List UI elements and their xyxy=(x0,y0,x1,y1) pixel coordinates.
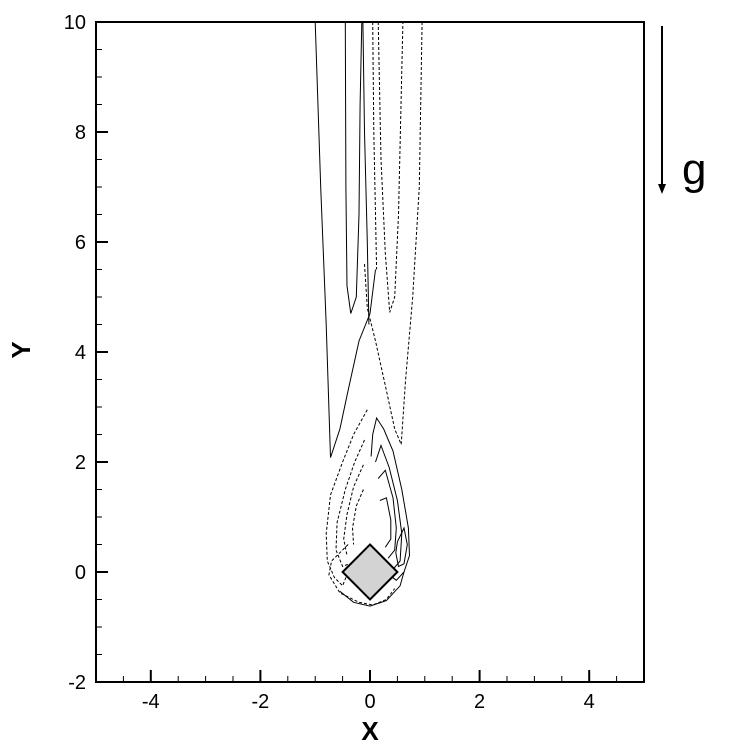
y-tick-label: -2 xyxy=(68,672,86,694)
positive-contour-12 xyxy=(375,443,403,570)
negative-contour-10 xyxy=(328,544,396,606)
y-tick-label: 10 xyxy=(64,12,86,34)
x-axis-title: X xyxy=(361,716,379,746)
negative-contour-6 xyxy=(325,409,368,587)
negative-contour-7 xyxy=(335,439,365,568)
y-tick-label: 0 xyxy=(75,562,86,584)
y-tick-label: 4 xyxy=(75,342,86,364)
gravity-label: g xyxy=(682,145,706,194)
y-tick-label: 6 xyxy=(75,232,86,254)
negative-contour-5 xyxy=(364,21,423,445)
x-tick-label: 0 xyxy=(364,691,375,713)
negative-contour-8 xyxy=(343,464,364,556)
y-axis-title: Y xyxy=(6,341,36,358)
y-tick-label: 8 xyxy=(75,122,86,144)
positive-contour-11 xyxy=(370,416,411,581)
gravity-arrow-head xyxy=(658,184,666,194)
negative-contour-4 xyxy=(377,21,404,313)
y-tick-label: 2 xyxy=(75,452,86,474)
gravity-indicator: g xyxy=(658,26,706,194)
axis-ticks xyxy=(95,21,645,683)
positive-contour-15 xyxy=(395,526,408,568)
positive-contour-1 xyxy=(344,21,363,314)
tick-labels: -4 -2 0 2 4 -2 0 2 4 6 8 10 xyxy=(64,12,595,713)
contour-lines xyxy=(314,21,423,607)
square-body xyxy=(341,543,399,601)
positive-contour-0 xyxy=(314,21,376,458)
x-tick-label: 2 xyxy=(474,691,485,713)
x-tick-label: -2 xyxy=(252,691,270,713)
negative-contour-3 xyxy=(372,21,378,270)
x-tick-label: 4 xyxy=(584,691,595,713)
positive-contour-14 xyxy=(379,497,392,548)
positive-contour-16 xyxy=(339,571,405,607)
positive-contour-2 xyxy=(362,21,370,325)
positive-contour-13 xyxy=(377,469,397,559)
x-tick-label: -4 xyxy=(142,691,160,713)
